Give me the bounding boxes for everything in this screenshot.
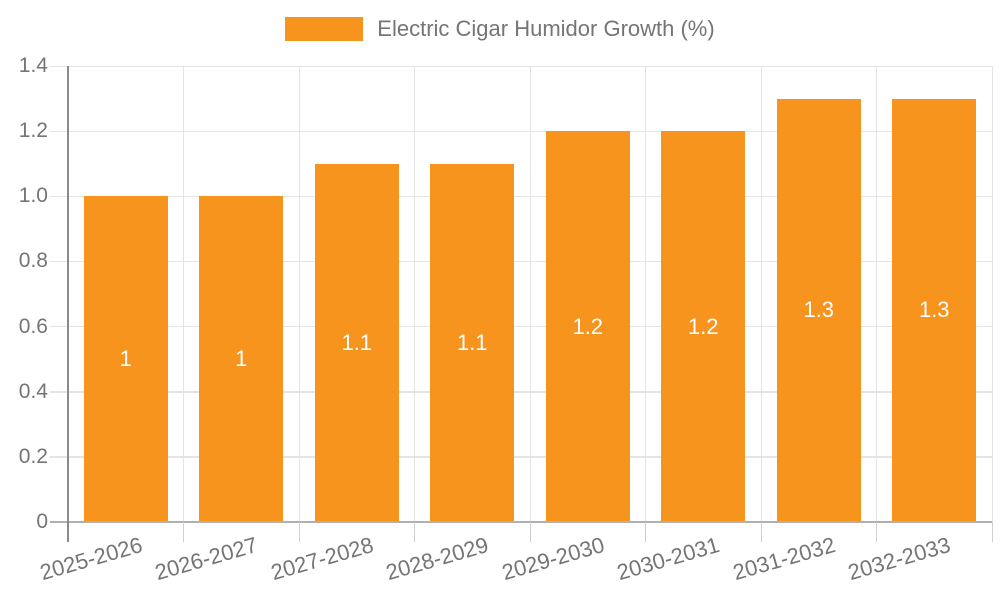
bar-value-label: 1.3 (803, 297, 835, 323)
x-axis-tick-label: 2032-2033 (845, 532, 954, 586)
x-tick-mark (529, 522, 531, 542)
x-tick-mark (298, 522, 300, 542)
x-tick-mark (183, 522, 185, 542)
v-gridline (991, 66, 993, 522)
v-gridline (414, 66, 416, 522)
legend-swatch (285, 17, 364, 41)
y-axis-tick-label: 1.2 (18, 119, 48, 143)
h-gridline (50, 130, 992, 133)
bar-value-label: 1.1 (456, 329, 488, 355)
y-axis-tick-label: 0 (36, 510, 48, 533)
bar[interactable]: 1 (199, 196, 284, 522)
y-axis-tick-label: 0.2 (18, 444, 48, 468)
bar[interactable]: 1.2 (545, 131, 630, 522)
legend[interactable]: Electric Cigar Humidor Growth (%) (0, 16, 1000, 42)
v-gridline (645, 66, 647, 522)
x-tick-mark (414, 522, 416, 542)
bar[interactable]: 1.3 (776, 98, 861, 522)
bar-value-label: 1.3 (918, 297, 950, 323)
x-axis-tick-label: 2026-2027 (152, 532, 261, 586)
h-gridline (50, 391, 992, 393)
v-gridline (183, 66, 185, 522)
h-gridline (50, 260, 992, 263)
y-axis-tick-label: 1.4 (18, 54, 48, 77)
x-tick-mark (760, 522, 762, 542)
x-axis-tick-label: 2028-2029 (383, 532, 492, 586)
x-axis-tick-label: 2027-2028 (267, 532, 376, 586)
bar[interactable]: 1.3 (892, 98, 977, 522)
bar[interactable]: 1.2 (661, 131, 746, 522)
bar-value-label: 1.2 (572, 313, 604, 339)
bar-value-label: 1 (119, 346, 132, 372)
bar[interactable]: 1.1 (314, 163, 399, 522)
y-axis-tick-label: 0.8 (18, 249, 48, 273)
y-axis-tick-label: 0.6 (18, 314, 48, 338)
y-axis-tick-label: 0.4 (18, 379, 48, 403)
v-gridline (760, 66, 762, 522)
x-tick-mark (876, 522, 878, 542)
x-tick-mark (645, 522, 647, 542)
bar-value-label: 1.2 (687, 313, 719, 339)
bar[interactable]: 1.1 (430, 163, 515, 522)
v-gridline (298, 66, 300, 522)
x-tick-mark (991, 522, 993, 542)
plot-area: 0 0.2 0.4 0.6 0.8 1.0 1.2 1.4 1 1 1.1 1.1 1.2 1.2 1.3 1… (19, 54, 993, 585)
h-gridline (50, 65, 992, 67)
bar[interactable]: 1 (83, 196, 168, 522)
bar-value-label: 1.1 (341, 329, 373, 355)
y-axis-line (67, 66, 69, 542)
x-axis-line (50, 521, 992, 523)
x-axis-tick-label: 2030-2031 (614, 532, 723, 586)
legend-label: Electric Cigar Humidor Growth (%) (377, 16, 715, 41)
h-gridline (50, 195, 992, 198)
x-axis-tick-label: 2029-2030 (498, 532, 607, 586)
v-gridline (876, 66, 878, 522)
h-gridline (50, 326, 992, 328)
bar-value-label: 1 (235, 346, 248, 372)
x-axis-tick-label: 2025-2026 (36, 532, 145, 586)
x-axis-tick-label: 2031-2032 (729, 532, 838, 586)
h-gridline (50, 456, 992, 458)
v-gridline (529, 66, 531, 522)
y-axis-tick-label: 1.0 (18, 184, 48, 208)
